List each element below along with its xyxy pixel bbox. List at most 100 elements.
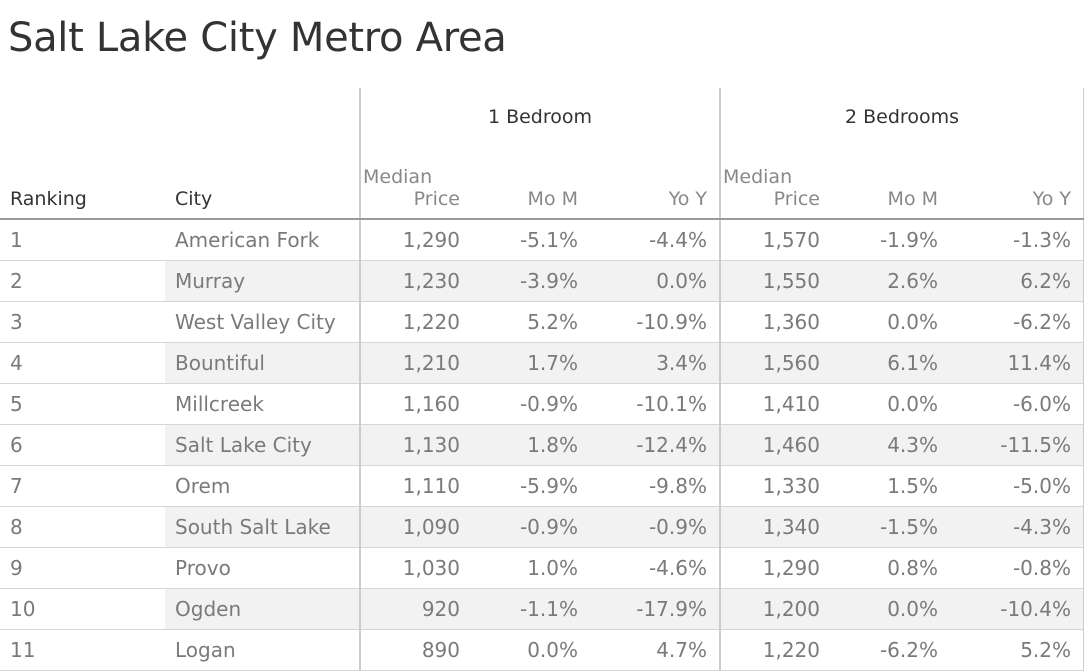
cell-2br-median-price: 1,570 xyxy=(720,219,832,261)
cell-2br-yoy: -6.2% xyxy=(950,301,1084,343)
cell-2br-median-price: 1,360 xyxy=(720,301,832,343)
table-row[interactable]: 3 West Valley City 1,220 5.2% -10.9% 1,360 0.0… xyxy=(0,301,1084,343)
cell-city: Ogden xyxy=(165,588,360,630)
cell-2br-mom: 0.0% xyxy=(832,301,950,343)
cell-city: Bountiful xyxy=(165,342,360,384)
cell-1br-mom: 1.7% xyxy=(472,342,590,384)
group-header-spacer-city xyxy=(165,88,360,146)
group-header-spacer-ranking xyxy=(0,88,165,146)
cell-1br-yoy: 0.0% xyxy=(590,260,721,302)
cell-1br-median-price: 1,210 xyxy=(359,342,472,384)
cell-2br-yoy: -0.8% xyxy=(950,547,1084,589)
cell-2br-mom: -1.9% xyxy=(832,219,950,261)
column-header-city[interactable]: City xyxy=(165,146,360,220)
cell-2br-median-price: 1,200 xyxy=(720,588,832,630)
cell-1br-mom: -0.9% xyxy=(472,383,590,425)
cell-1br-yoy: 4.7% xyxy=(590,629,721,671)
cell-2br-yoy: 11.4% xyxy=(950,342,1084,384)
table-head: 1 Bedroom 2 Bedrooms Ranking City Median… xyxy=(0,88,1084,220)
cell-2br-mom: -6.2% xyxy=(832,629,950,671)
cell-1br-median-price: 1,090 xyxy=(359,506,472,548)
cell-1br-median-price: 1,220 xyxy=(359,301,472,343)
column-header-1br-yoy[interactable]: Yo Y xyxy=(590,146,721,220)
cell-city: Provo xyxy=(165,547,360,589)
cell-2br-median-price: 1,290 xyxy=(720,547,832,589)
cell-2br-mom: 0.0% xyxy=(832,383,950,425)
cell-1br-mom: -5.9% xyxy=(472,465,590,507)
cell-1br-median-price: 1,160 xyxy=(359,383,472,425)
cell-2br-mom: 6.1% xyxy=(832,342,950,384)
cell-1br-mom: -5.1% xyxy=(472,219,590,261)
cell-city: Murray xyxy=(165,260,360,302)
cell-2br-yoy: 5.2% xyxy=(950,629,1084,671)
column-header-1br-median-price[interactable]: Median Price xyxy=(359,146,472,220)
cell-city: Salt Lake City xyxy=(165,424,360,466)
column-header-ranking[interactable]: Ranking xyxy=(0,146,165,220)
cell-2br-mom: 0.8% xyxy=(832,547,950,589)
group-header-row: 1 Bedroom 2 Bedrooms xyxy=(0,88,1084,146)
cell-2br-yoy: -5.0% xyxy=(950,465,1084,507)
table-row[interactable]: 1 American Fork 1,290 -5.1% -4.4% 1,570 -1.9% -… xyxy=(0,219,1084,261)
table-row[interactable]: 4 Bountiful 1,210 1.7% 3.4% 1,560 6.1% 11.4% xyxy=(0,342,1084,384)
column-header-2br-median-line2: Price xyxy=(773,188,820,210)
cell-2br-median-price: 1,330 xyxy=(720,465,832,507)
cell-2br-yoy: -6.0% xyxy=(950,383,1084,425)
cell-1br-mom: -3.9% xyxy=(472,260,590,302)
cell-1br-median-price: 1,290 xyxy=(359,219,472,261)
column-header-2br-median-price[interactable]: Median Price xyxy=(720,146,832,220)
table-row[interactable]: 8 South Salt Lake 1,090 -0.9% -0.9% 1,340 -1.5… xyxy=(0,506,1084,548)
table-row[interactable]: 10 Ogden 920 -1.1% -17.9% 1,200 0.0% -10.4% xyxy=(0,588,1084,630)
cell-1br-mom: 5.2% xyxy=(472,301,590,343)
cell-ranking: 8 xyxy=(0,506,165,548)
cell-2br-mom: 4.3% xyxy=(832,424,950,466)
cell-ranking: 1 xyxy=(0,219,165,261)
table-row[interactable]: 5 Millcreek 1,160 -0.9% -10.1% 1,410 0.0% -6.0% xyxy=(0,383,1084,425)
cell-city: South Salt Lake xyxy=(165,506,360,548)
cell-2br-yoy: -4.3% xyxy=(950,506,1084,548)
cell-ranking: 9 xyxy=(0,547,165,589)
cell-ranking: 6 xyxy=(0,424,165,466)
cell-1br-yoy: -9.8% xyxy=(590,465,721,507)
cell-1br-mom: 1.0% xyxy=(472,547,590,589)
cell-1br-median-price: 1,230 xyxy=(359,260,472,302)
cell-1br-median-price: 890 xyxy=(359,629,472,671)
table-row[interactable]: 11 Logan 890 0.0% 4.7% 1,220 -6.2% 5.2% xyxy=(0,629,1084,671)
cell-2br-yoy: -1.3% xyxy=(950,219,1084,261)
cell-2br-yoy: -11.5% xyxy=(950,424,1084,466)
column-header-2br-yoy[interactable]: Yo Y xyxy=(950,146,1084,220)
cell-ranking: 3 xyxy=(0,301,165,343)
cell-ranking: 10 xyxy=(0,588,165,630)
cell-1br-yoy: -10.1% xyxy=(590,383,721,425)
cell-city: American Fork xyxy=(165,219,360,261)
cell-2br-yoy: -10.4% xyxy=(950,588,1084,630)
cell-1br-mom: -1.1% xyxy=(472,588,590,630)
cell-1br-yoy: -0.9% xyxy=(590,506,721,548)
cell-2br-median-price: 1,220 xyxy=(720,629,832,671)
column-header-2br-median-line1: Median xyxy=(723,166,793,188)
rent-table: 1 Bedroom 2 Bedrooms Ranking City Median… xyxy=(0,88,1084,671)
column-header-2br-mom[interactable]: Mo M xyxy=(832,146,950,220)
table-row[interactable]: 2 Murray 1,230 -3.9% 0.0% 1,550 2.6% 6.2% xyxy=(0,260,1084,302)
cell-2br-yoy: 6.2% xyxy=(950,260,1084,302)
cell-ranking: 2 xyxy=(0,260,165,302)
cell-city: Logan xyxy=(165,629,360,671)
table-body: 1 American Fork 1,290 -5.1% -4.4% 1,570 -1.9% -… xyxy=(0,219,1084,671)
rent-table-container: 1 Bedroom 2 Bedrooms Ranking City Median… xyxy=(0,88,1084,671)
cell-2br-median-price: 1,460 xyxy=(720,424,832,466)
column-header-1br-median-line1: Median xyxy=(363,166,433,188)
cell-2br-median-price: 1,340 xyxy=(720,506,832,548)
cell-ranking: 7 xyxy=(0,465,165,507)
cell-1br-mom: 1.8% xyxy=(472,424,590,466)
cell-2br-mom: -1.5% xyxy=(832,506,950,548)
cell-1br-yoy: -17.9% xyxy=(590,588,721,630)
table-row[interactable]: 7 Orem 1,110 -5.9% -9.8% 1,330 1.5% -5.0% xyxy=(0,465,1084,507)
table-row[interactable]: 6 Salt Lake City 1,130 1.8% -12.4% 1,460 4.3% -… xyxy=(0,424,1084,466)
table-row[interactable]: 9 Provo 1,030 1.0% -4.6% 1,290 0.8% -0.8% xyxy=(0,547,1084,589)
column-header-1br-mom[interactable]: Mo M xyxy=(472,146,590,220)
column-header-row: Ranking City Median Price Mo M Yo Y Medi… xyxy=(0,146,1084,220)
cell-ranking: 4 xyxy=(0,342,165,384)
column-header-1br-median-line2: Price xyxy=(413,188,460,210)
cell-1br-yoy: -12.4% xyxy=(590,424,721,466)
group-header-1-bedroom: 1 Bedroom xyxy=(359,88,721,146)
